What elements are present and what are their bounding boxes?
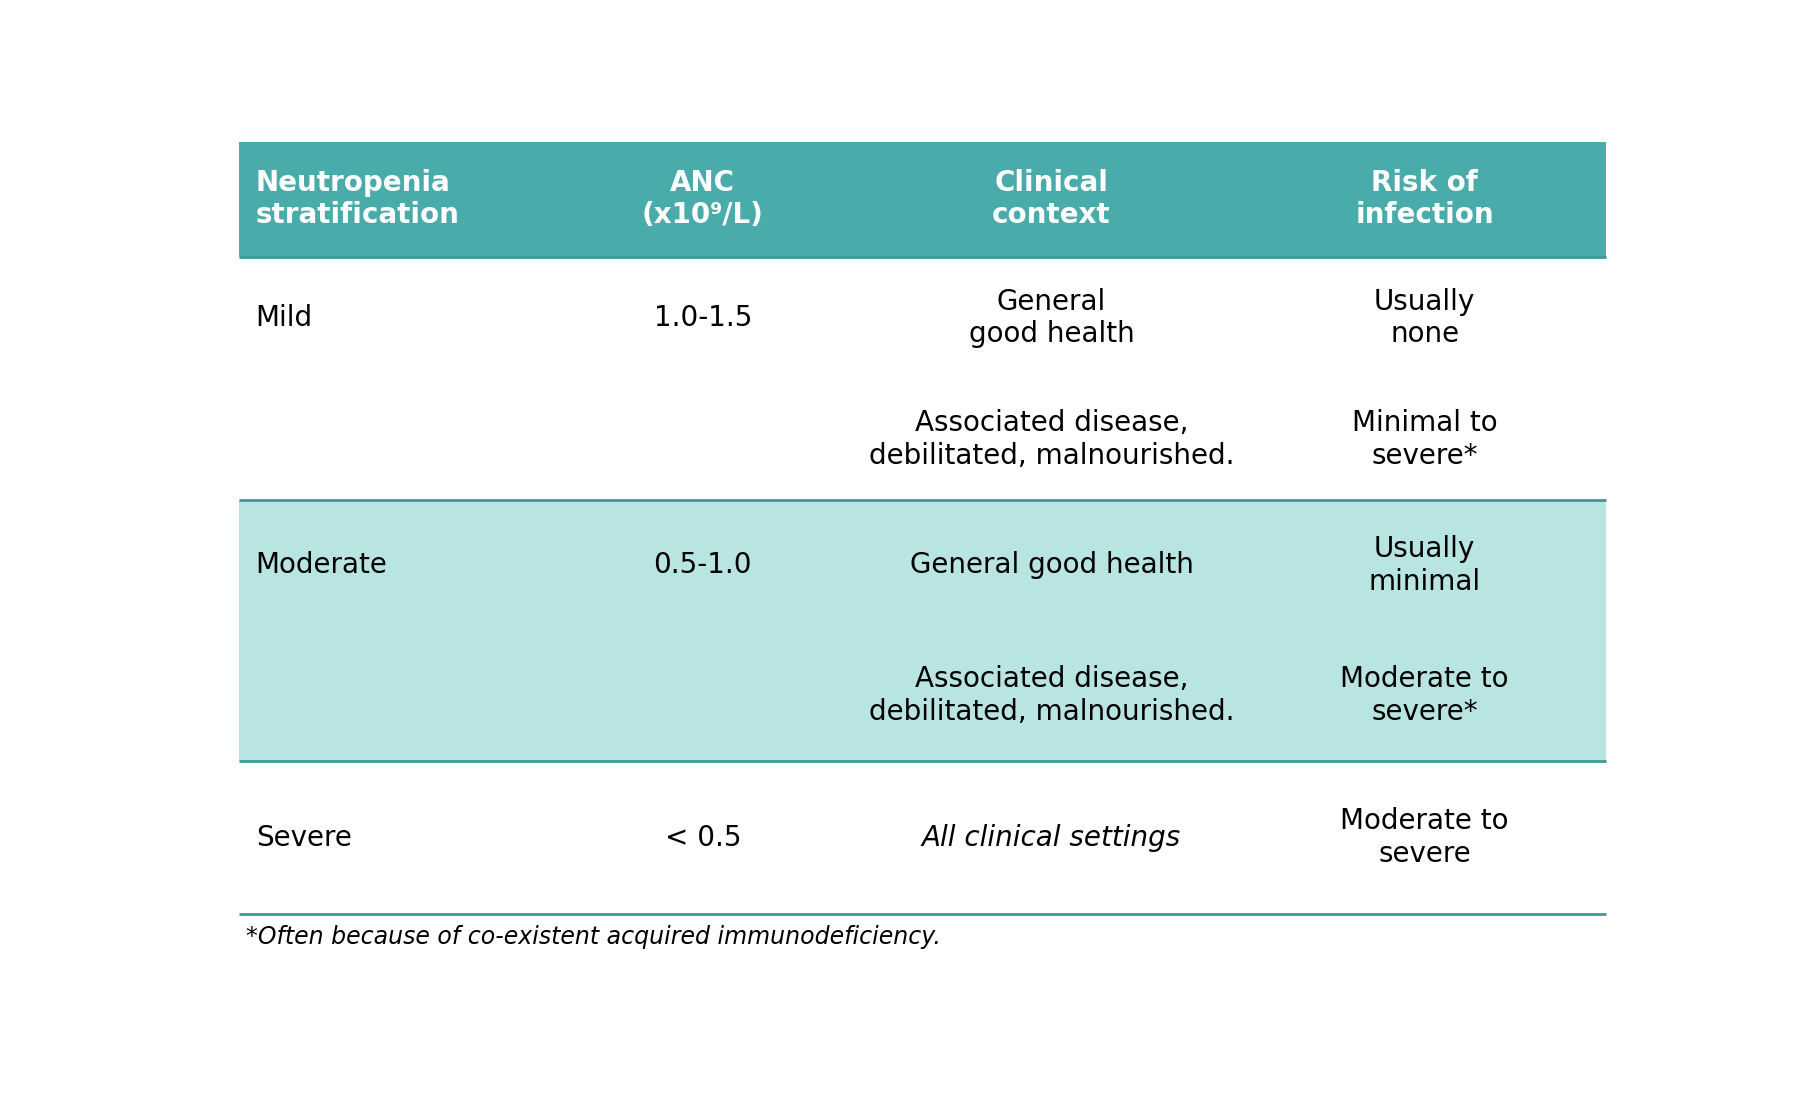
Text: Severe: Severe [256,824,351,852]
Text: 0.5-1.0: 0.5-1.0 [653,551,752,579]
Text: ANC
(x10⁹/L): ANC (x10⁹/L) [643,169,763,230]
Text: Associated disease,
debilitated, malnourished.: Associated disease, debilitated, malnour… [869,665,1235,725]
Text: *Often because of co-existent acquired immunodeficiency.: *Often because of co-existent acquired i… [247,926,941,949]
Bar [239,500,1606,761]
Text: All clinical settings: All clinical settings [922,824,1181,852]
Text: < 0.5: < 0.5 [664,824,742,852]
Text: Neutropenia
stratification: Neutropenia stratification [256,169,459,230]
Bar [239,257,1606,500]
Text: General
good health: General good health [968,287,1134,348]
Text: Mild: Mild [256,304,313,332]
Text: General good health: General good health [909,551,1193,579]
Text: Associated disease,
debilitated, malnourished.: Associated disease, debilitated, malnour… [869,409,1235,469]
Text: Usually
none: Usually none [1373,287,1476,348]
Text: 1.0-1.5: 1.0-1.5 [653,304,752,332]
Bar [239,761,1606,915]
Text: Risk of
infection: Risk of infection [1355,169,1494,230]
Text: Minimal to
severe*: Minimal to severe* [1352,409,1498,469]
Text: Moderate: Moderate [256,551,387,579]
Text: Moderate to
severe: Moderate to severe [1341,807,1508,867]
Bar [239,142,1606,257]
Text: Moderate to
severe*: Moderate to severe* [1341,665,1508,725]
Text: Usually
minimal: Usually minimal [1368,536,1481,596]
Text: Clinical
context: Clinical context [992,169,1111,230]
